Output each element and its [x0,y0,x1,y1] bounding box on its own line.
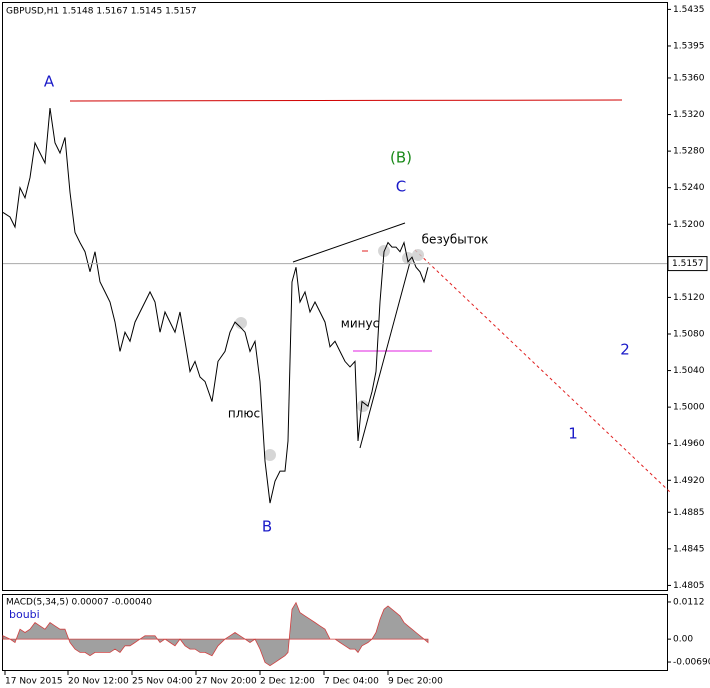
y-tick-label: 1.5435 [673,5,705,15]
y-tick-label: 1.4885 [673,508,705,518]
level-line [69,99,623,102]
x-tick-label: 7 Dec 04:00 [324,677,379,687]
x-tick-label: 9 Dec 20:00 [388,677,443,687]
y-tick-label: -0.00690 [673,658,710,668]
trend-line [414,249,671,493]
price-panel [2,2,668,591]
trend-line [292,222,406,263]
x-tick-label: 2 Dec 12:00 [260,677,315,687]
y-tick-label: 1.4960 [673,439,705,449]
markers [235,245,424,461]
price-line [2,108,429,504]
macd-panel [2,594,668,671]
wave-label: C [396,178,406,196]
y-tick-label: 1.4805 [673,581,705,591]
y-tick-label: 1.5395 [673,41,705,51]
trend-line [359,261,411,449]
chart-title: GBPUSD,H1 1.5148 1.5167 1.5145 1.5157 [6,7,197,17]
y-tick-label: 1.5240 [673,183,705,193]
price-tag [667,256,708,272]
wave-label: 2 [620,341,630,359]
wave-label: 1 [568,425,578,443]
y-tick-label: 0.0112 [673,597,705,607]
note: безубыток [422,233,489,247]
wave-label: (B) [390,149,412,167]
y-tick-label: 1.5040 [673,366,705,376]
panel-title: MACD(5,34,5) 0.00007 -0.00040 [6,598,152,608]
note: плюс [228,407,260,421]
wave-label: A [44,73,55,91]
y-tick-label: 1.5080 [673,329,705,339]
macd-area [2,601,429,667]
x-tick-label: 27 Nov 20:00 [196,677,257,687]
wave-label: B [262,518,272,536]
y-tick-label: 1.4920 [673,476,705,486]
y-tick-label: 0.00 [673,635,693,645]
panel-subtitle: boubi [9,608,40,621]
x-tick-label: 25 Nov 04:00 [132,677,193,687]
x-tick-label: 17 Nov 2015 [5,677,63,687]
y-tick-label: 1.5200 [673,220,705,230]
y-tick-label: 1.5320 [673,110,705,120]
y-tick-label: 1.5120 [673,293,705,303]
note: минус [341,317,379,331]
price-tag-label: 1.5157 [672,259,704,269]
y-tick-label: 1.5280 [673,147,705,157]
x-tick-label: 20 Nov 12:00 [68,677,129,687]
y-tick-label: 1.4845 [673,544,705,554]
y-tick-label: 1.5000 [673,403,705,413]
y-tick-label: 1.5360 [673,73,705,83]
